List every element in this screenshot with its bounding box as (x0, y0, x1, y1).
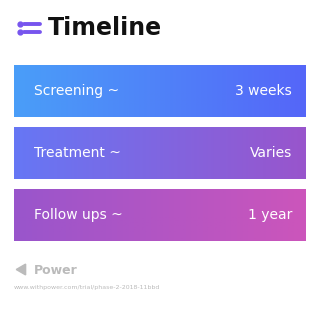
Text: Treatment ~: Treatment ~ (34, 146, 121, 160)
Text: 1 year: 1 year (248, 208, 292, 222)
Text: Varies: Varies (250, 146, 292, 160)
Text: Follow ups ~: Follow ups ~ (34, 208, 123, 222)
Text: Screening ~: Screening ~ (34, 84, 119, 98)
Text: Power: Power (34, 264, 78, 277)
Text: www.withpower.com/trial/phase-2-2018-11bbd: www.withpower.com/trial/phase-2-2018-11b… (14, 284, 160, 289)
Text: 3 weeks: 3 weeks (235, 84, 292, 98)
Text: Timeline: Timeline (48, 16, 162, 40)
